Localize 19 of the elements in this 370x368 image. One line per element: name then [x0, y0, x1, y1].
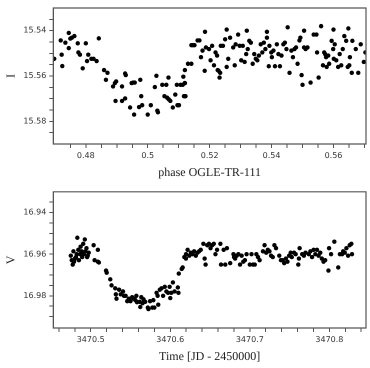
- x-tick-label: 3470.6: [156, 334, 184, 344]
- x-tick-label: 0.48: [76, 150, 95, 160]
- x-tick-label: 0.52: [200, 150, 219, 160]
- y-tick-label: 16.96: [23, 249, 46, 258]
- x-tick-label: 0.56: [324, 150, 342, 160]
- x-axis-title: phase OGLE-TR-111: [158, 164, 262, 179]
- y-tick-label: 15.58: [23, 116, 46, 126]
- x-axis-title: Time [JD - 2450000]: [159, 348, 260, 363]
- y-tick-label: 15.56: [23, 71, 46, 80]
- y-axis-title: I: [3, 74, 18, 78]
- y-tick-label: 16.94: [23, 208, 46, 217]
- x-tick-label: 0.54: [262, 150, 280, 160]
- y-tick-label: 15.54: [23, 26, 46, 35]
- x-tick-label: 3470.5: [76, 334, 105, 344]
- y-axis-title: V: [3, 255, 18, 264]
- y-tick-label: 16.98: [23, 290, 46, 300]
- x-tick-label: 0.5: [141, 150, 154, 160]
- x-tick-label: 3470.7: [236, 334, 264, 344]
- x-tick-label: 3470.8: [315, 334, 344, 344]
